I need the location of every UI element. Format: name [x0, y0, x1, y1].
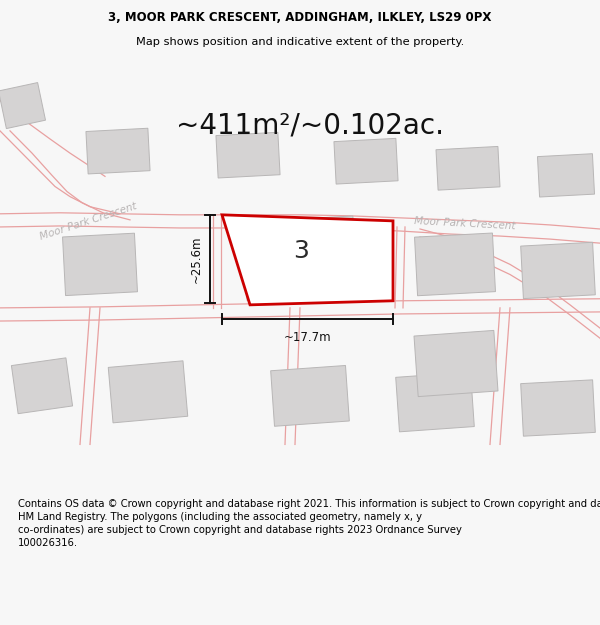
- Text: Moor Park Crescent: Moor Park Crescent: [38, 201, 138, 242]
- Polygon shape: [86, 128, 150, 174]
- Polygon shape: [415, 233, 496, 296]
- Polygon shape: [108, 361, 188, 423]
- Polygon shape: [521, 380, 595, 436]
- Polygon shape: [216, 132, 280, 178]
- Text: ~25.6m: ~25.6m: [190, 235, 203, 282]
- Polygon shape: [271, 366, 349, 426]
- Text: 3, MOOR PARK CRESCENT, ADDINGHAM, ILKLEY, LS29 0PX: 3, MOOR PARK CRESCENT, ADDINGHAM, ILKLEY…: [109, 11, 491, 24]
- Polygon shape: [334, 138, 398, 184]
- Text: Contains OS data © Crown copyright and database right 2021. This information is : Contains OS data © Crown copyright and d…: [18, 499, 600, 549]
- Polygon shape: [243, 216, 357, 301]
- Polygon shape: [62, 233, 137, 296]
- Polygon shape: [538, 154, 595, 197]
- Text: 3: 3: [293, 239, 309, 263]
- Polygon shape: [396, 372, 474, 432]
- Polygon shape: [521, 242, 595, 299]
- Polygon shape: [436, 146, 500, 190]
- Text: ~17.7m: ~17.7m: [284, 331, 331, 344]
- Polygon shape: [414, 331, 498, 397]
- Text: Moor Park Crescent: Moor Park Crescent: [414, 216, 516, 232]
- Polygon shape: [222, 215, 393, 305]
- Text: ~411m²/~0.102ac.: ~411m²/~0.102ac.: [176, 112, 444, 140]
- Polygon shape: [0, 82, 46, 129]
- Text: Map shows position and indicative extent of the property.: Map shows position and indicative extent…: [136, 38, 464, 48]
- Polygon shape: [11, 358, 73, 414]
